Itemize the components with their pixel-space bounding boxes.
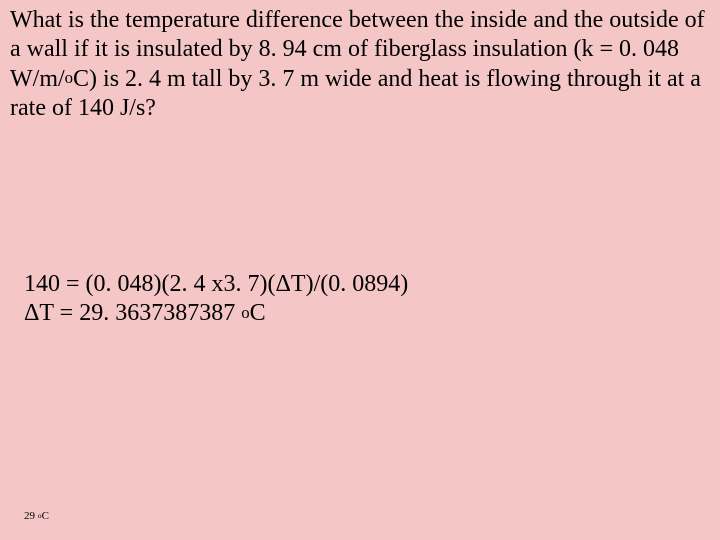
solution-block: 140 = (0. 048)(2. 4 x3. 7)(ΔT)/(0. 0894)…	[24, 270, 700, 329]
degree-superscript: o	[65, 68, 73, 87]
question-text: What is the temperature difference betwe…	[10, 6, 708, 123]
answer-value: 29	[24, 510, 38, 522]
final-answer: 29 oC	[24, 510, 49, 522]
degree-superscript: o	[241, 303, 249, 322]
solution-line-1: 140 = (0. 048)(2. 4 x3. 7)(ΔT)/(0. 0894)	[24, 270, 700, 299]
degree-superscript: o	[38, 511, 42, 520]
question-part2: C) is 2. 4 m tall by 3. 7 m wide and hea…	[10, 66, 701, 121]
answer-unit: C	[42, 510, 49, 522]
solution-line-2: ΔT = 29. 3637387387 oC	[24, 299, 700, 328]
solution-line2-a: ΔT = 29. 3637387387	[24, 300, 241, 326]
solution-line2-b: C	[250, 300, 266, 326]
